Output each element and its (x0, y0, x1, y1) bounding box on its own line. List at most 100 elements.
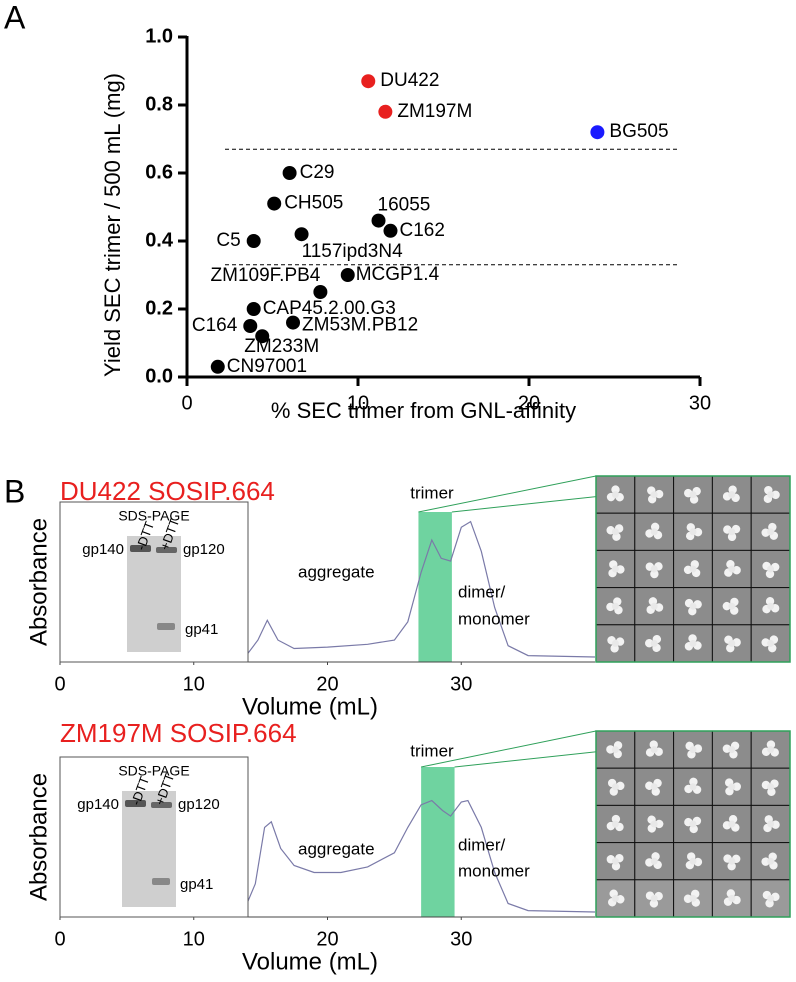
particle-core (611, 565, 619, 573)
x-axis-label: % SEC trimer from GNL-affinity (271, 398, 576, 423)
x-tick-label: 30 (689, 392, 711, 414)
particle (724, 559, 741, 577)
annotation: aggregate (298, 562, 375, 581)
particle-lobe (654, 819, 664, 829)
x-tick-label: 0 (54, 673, 65, 695)
zoom-line (418, 475, 597, 513)
y-tick-label: 0.6 (145, 161, 173, 183)
particle-core (728, 783, 736, 791)
particle-core (689, 746, 697, 754)
particle (723, 524, 741, 541)
particle (607, 889, 625, 907)
particle (686, 523, 703, 541)
data-point (243, 319, 258, 333)
particle-core (611, 746, 619, 754)
annotation: aggregate (298, 839, 375, 858)
particle (606, 741, 623, 759)
gel-band (130, 545, 151, 552)
x-tick-label: 20 (316, 928, 338, 950)
particle (685, 741, 703, 759)
band-label: gp120 (183, 541, 225, 558)
y-tick-label: 0.0 (145, 365, 173, 387)
inset-title: SDS-PAGE (118, 508, 189, 524)
particle (606, 853, 624, 871)
gel (122, 791, 176, 907)
particle-core (689, 565, 697, 573)
particle (722, 597, 739, 615)
annotation: dimer/ (458, 582, 506, 601)
particle-core (611, 894, 619, 902)
chart-title: ZM197M SOSIP.664 (60, 718, 297, 748)
x-tick-label: 30 (450, 928, 472, 950)
data-point (371, 213, 386, 228)
gel-band (156, 547, 177, 553)
particle-core (611, 602, 619, 610)
y-tick-label: 0.4 (145, 229, 174, 251)
particle-core (650, 820, 658, 828)
x-tick-label: 0 (54, 928, 65, 950)
data-point (361, 74, 376, 89)
particle (607, 636, 625, 653)
particle-core (650, 639, 658, 647)
particle-core (728, 602, 736, 610)
annotation: trimer (410, 741, 454, 760)
particle-core (767, 565, 775, 573)
point-label: C29 (300, 162, 335, 183)
x-tick-label: 30 (450, 673, 472, 695)
x-tick-label: 20 (316, 673, 338, 695)
particle-core (650, 746, 658, 754)
particle (607, 778, 625, 796)
particle (722, 741, 740, 759)
particle-core (650, 528, 658, 536)
particle (645, 891, 663, 908)
particle (762, 890, 780, 908)
micrograph-frame (595, 475, 791, 663)
particle (684, 634, 702, 651)
point-label: CN97001 (227, 356, 307, 377)
x-tick-label: 20 (518, 392, 540, 414)
particle (762, 561, 780, 579)
point-label: 1157ipd3N4 (302, 241, 404, 262)
particle (761, 522, 779, 540)
particle-core (689, 491, 697, 499)
particle (684, 598, 702, 616)
particle-core (650, 894, 658, 902)
micrograph-frame (595, 730, 791, 918)
annotation: dimer/ (458, 835, 506, 854)
particle-core (611, 491, 619, 499)
particle-core (689, 857, 697, 865)
x-tick-label: 10 (183, 928, 205, 950)
highlight-band (418, 512, 452, 662)
particle (722, 814, 740, 832)
point-label: DU422 (380, 70, 439, 91)
chromatogram-line (60, 799, 596, 913)
particle (763, 485, 780, 503)
x-axis-label: Volume (mL) (242, 948, 378, 975)
data-point (282, 166, 297, 180)
data-point (246, 234, 261, 248)
particle-core (650, 565, 658, 573)
particle-core (767, 528, 775, 536)
data-point (383, 223, 398, 238)
particle-lobe (611, 485, 620, 494)
annotation: monomer (458, 861, 530, 880)
particle-core (728, 894, 736, 902)
point-label: ZM233M (244, 336, 319, 357)
particle (761, 740, 779, 757)
y-axis-label: Yield SEC trimer / 500 mL (mg) (100, 73, 125, 377)
particle-core (767, 857, 775, 865)
point-label: C5 (216, 230, 240, 251)
zoom-line (421, 730, 597, 768)
point-label: CAP45.2.00.G3 (263, 298, 396, 319)
particle (723, 889, 741, 906)
x-tick-label: 10 (183, 673, 205, 695)
chart-title: DU422 SOSIP.664 (60, 476, 275, 506)
particle (645, 852, 662, 869)
y-tick-label: 0.2 (145, 297, 173, 319)
particle (645, 740, 663, 757)
particle-core (728, 528, 736, 536)
particle-core (689, 639, 697, 647)
particle-core (650, 491, 658, 499)
point-label: 16055 (378, 195, 431, 216)
data-point (246, 302, 261, 316)
